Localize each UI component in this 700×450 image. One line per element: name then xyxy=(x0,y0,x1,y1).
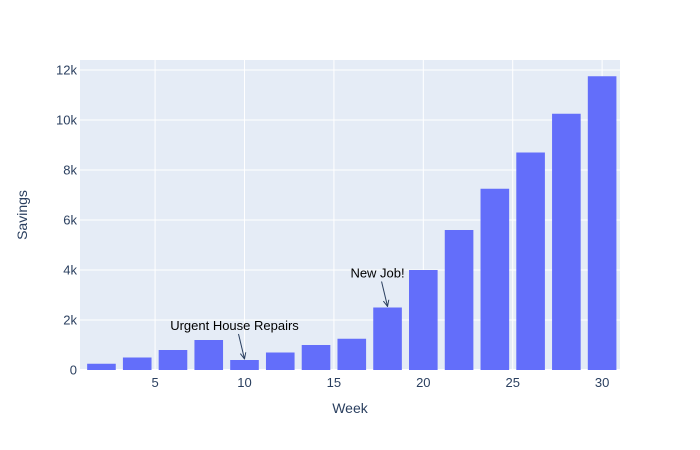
bar xyxy=(516,152,545,370)
bar xyxy=(230,360,259,370)
x-axis-ticks: 5 10 15 20 25 30 xyxy=(151,375,609,390)
bar xyxy=(373,307,402,370)
annotation-label: New Job! xyxy=(350,266,404,281)
y-tick-label: 10k xyxy=(56,113,77,128)
x-tick-label: 5 xyxy=(151,375,158,390)
x-tick-label: 10 xyxy=(237,375,251,390)
bar xyxy=(587,76,617,370)
x-tick-label: 25 xyxy=(505,375,519,390)
bar xyxy=(158,350,188,370)
bar xyxy=(480,188,510,370)
y-tick-label: 2k xyxy=(63,313,77,328)
x-tick-label: 15 xyxy=(327,375,341,390)
bar xyxy=(87,363,116,370)
y-tick-label: 12k xyxy=(56,63,77,78)
bar xyxy=(337,338,367,370)
bar xyxy=(122,357,152,370)
bar xyxy=(409,270,438,370)
annotation-label: Urgent House Repairs xyxy=(170,318,299,333)
bar xyxy=(301,345,331,370)
annotation-arrow xyxy=(238,333,245,359)
bar xyxy=(194,340,224,370)
y-axis-title: Savings xyxy=(14,190,30,240)
y-axis-ticks: 0 2k 4k 6k 8k 10k 12k xyxy=(56,63,77,378)
bar xyxy=(444,230,474,370)
y-tick-label: 8k xyxy=(63,163,77,178)
bar xyxy=(552,113,581,370)
y-tick-label: 4k xyxy=(63,263,77,278)
x-tick-label: 20 xyxy=(416,375,430,390)
x-tick-label: 30 xyxy=(595,375,609,390)
bars xyxy=(87,76,617,370)
annotations: Urgent House Repairs New Job! xyxy=(170,266,405,360)
bar xyxy=(265,352,295,370)
y-tick-label: 0 xyxy=(70,363,77,378)
y-tick-label: 6k xyxy=(63,213,77,228)
annotation-arrow xyxy=(381,281,388,307)
x-axis-title: Week xyxy=(332,400,369,416)
